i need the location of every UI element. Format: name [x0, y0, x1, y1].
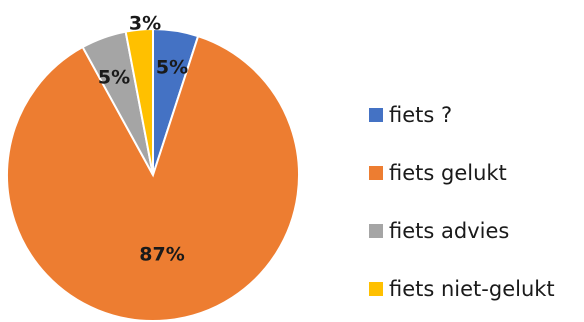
- data-label: 3%: [129, 13, 161, 35]
- legend-swatch: [369, 166, 383, 180]
- legend-label: fiets niet-gelukt: [389, 277, 555, 301]
- legend-label: fiets ?: [389, 103, 453, 127]
- legend-item-fiets-gelukt: fiets gelukt: [369, 144, 555, 202]
- legend-label: fiets advies: [389, 219, 510, 243]
- data-label: 87%: [139, 244, 184, 266]
- pie-slice-fiets-niet-gelukt: [124, 27, 154, 176]
- pie-slice-fiets-gelukt: [6, 34, 300, 322]
- pie-slices: [6, 27, 300, 322]
- legend-item-fiets-niet-gelukt: fiets niet-gelukt: [369, 260, 555, 318]
- legend-item-fiets-advies: fiets advies: [369, 202, 555, 260]
- pie-data-labels: 5% 87% 5% 3%: [98, 13, 188, 266]
- legend-item-fiets-vraag: fiets ?: [369, 86, 555, 144]
- legend-label: fiets gelukt: [389, 161, 507, 185]
- legend-swatch: [369, 224, 383, 238]
- legend-swatch: [369, 282, 383, 296]
- data-label: 5%: [98, 67, 130, 89]
- legend-swatch: [369, 108, 383, 122]
- data-label: 5%: [156, 57, 188, 79]
- chart-legend: fiets ? fiets gelukt fiets advies fiets …: [369, 86, 555, 318]
